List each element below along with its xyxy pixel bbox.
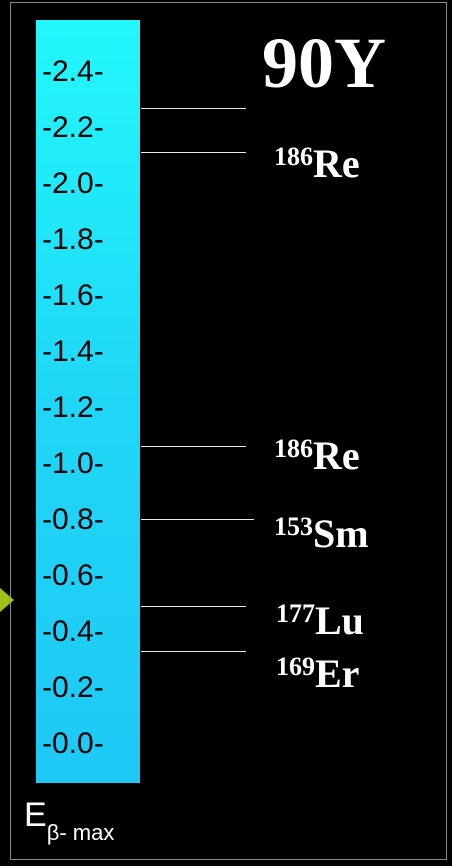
isotope-leader-line [141,651,246,652]
pointer-arrow-icon [0,588,14,612]
isotope-mass-number: 169 [276,652,315,681]
tick-label: -0.2- [42,671,104,704]
tick-label: -2.2- [42,111,104,144]
isotope-symbol: Re [313,433,360,478]
isotope-leader-line [141,152,246,153]
isotope-mass-number: 177 [276,599,315,628]
isotope-label-sm153: 153Sm [274,510,369,557]
tick-label: -2.4- [42,55,104,88]
isotope-symbol: Re [313,141,360,186]
tick-label: -0.8- [42,503,104,536]
energy-subscript: β- max [46,820,115,845]
diagram-frame [10,2,447,860]
isotope-mass-number: 90 [262,23,334,103]
isotope-leader-line [141,108,246,109]
energy-axis-label: Eβ- max [24,796,114,845]
isotope-symbol: Y [334,23,386,103]
isotope-mass-number: 153 [274,512,313,541]
isotope-symbol: Lu [315,598,364,643]
isotope-symbol: Er [315,651,360,696]
energy-scale-bar [36,20,140,783]
tick-label: -1.8- [42,223,104,256]
isotope-mass-number: 186 [274,434,313,463]
isotope-leader-line [141,519,254,520]
isotope-label-er169: 169Er [276,650,359,697]
isotope-label-re186: 186Re [274,140,360,187]
tick-label: -0.6- [42,559,104,592]
energy-symbol: E [24,796,47,834]
tick-label: -1.2- [42,391,104,424]
isotope-symbol: Sm [313,511,369,556]
tick-label: -0.0- [42,727,104,760]
tick-label: -2.0- [42,167,104,200]
tick-label: -0.4- [42,615,104,648]
isotope-leader-line [141,606,246,607]
isotope-label-lu177: 177Lu [276,597,364,644]
tick-label: -1.0- [42,447,104,480]
isotope-mass-number: 186 [274,142,313,171]
isotope-label-re186: 186Re [274,432,360,479]
tick-label: -1.4- [42,335,104,368]
isotope-label-y90: 90Y [262,22,386,105]
isotope-leader-line [141,446,246,447]
tick-label: -1.6- [42,279,104,312]
